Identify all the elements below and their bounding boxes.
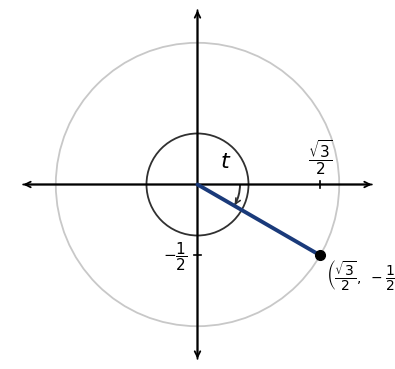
Text: $\left(\dfrac{\sqrt{3}}{2},\ -\dfrac{1}{2}\right)$: $\left(\dfrac{\sqrt{3}}{2},\ -\dfrac{1}{…: [326, 258, 395, 292]
Text: $-\dfrac{1}{2}$: $-\dfrac{1}{2}$: [163, 240, 188, 273]
Text: $t$: $t$: [220, 152, 231, 172]
Text: $\dfrac{\sqrt{3}}{2}$: $\dfrac{\sqrt{3}}{2}$: [308, 138, 333, 177]
